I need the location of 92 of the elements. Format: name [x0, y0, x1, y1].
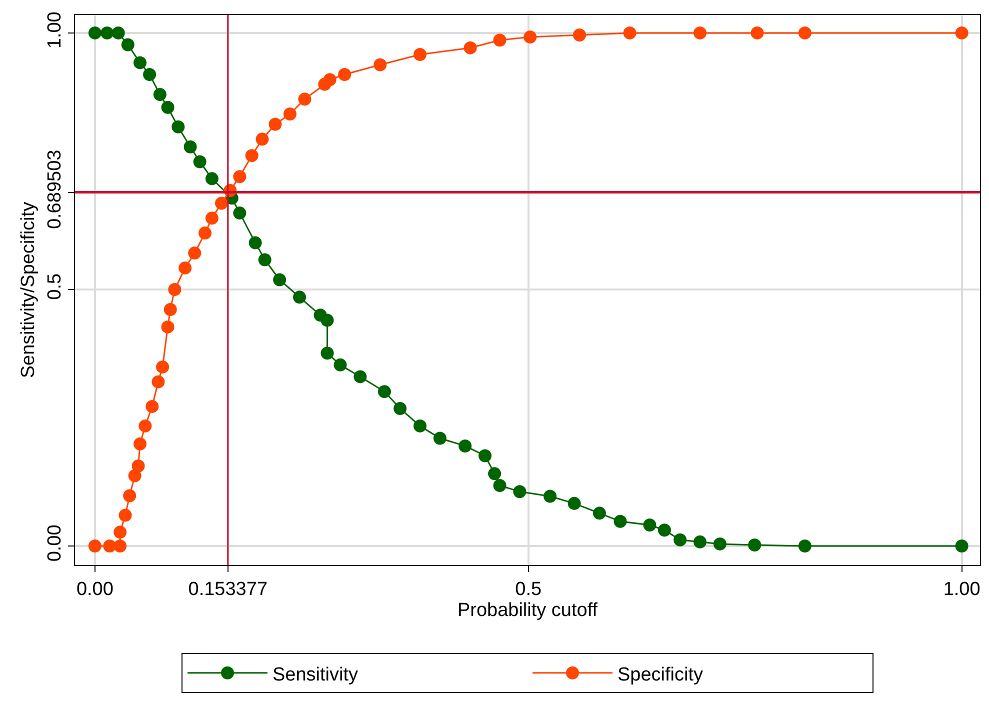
point [205, 212, 218, 225]
point [143, 68, 156, 82]
point [164, 303, 177, 316]
point [338, 68, 352, 82]
x-tick-label: 0.153377 [188, 578, 268, 600]
point [750, 26, 764, 40]
point [394, 402, 407, 416]
point [323, 73, 336, 86]
point [334, 358, 347, 372]
point [568, 496, 581, 510]
point [156, 360, 170, 374]
point [493, 34, 506, 47]
point [198, 226, 212, 240]
point [138, 419, 152, 432]
point [248, 236, 262, 250]
y-tick-label: 0.00 [44, 524, 66, 562]
y-tick-label: 0.689503 [44, 150, 66, 230]
x-axis-title: Probability cutoff [457, 600, 598, 621]
point [114, 540, 127, 553]
point [283, 108, 296, 121]
point [88, 26, 102, 40]
point [488, 467, 502, 480]
x-tick-label: 0.5 [515, 578, 542, 600]
point [245, 149, 258, 162]
point [123, 489, 136, 502]
point [273, 273, 286, 286]
point [464, 41, 477, 54]
legend-label: Specificity [618, 664, 704, 686]
point [433, 432, 446, 445]
point [458, 439, 472, 452]
point [374, 58, 387, 72]
point [152, 375, 165, 388]
point [592, 506, 606, 520]
point [118, 508, 132, 522]
point [320, 314, 334, 327]
point [233, 170, 246, 184]
point [215, 196, 228, 210]
point [623, 26, 636, 40]
point [293, 290, 306, 304]
point [378, 385, 391, 398]
point [268, 118, 282, 131]
point [694, 535, 706, 548]
point [955, 26, 968, 40]
point [172, 120, 185, 134]
point [132, 459, 145, 472]
y-tick-label: 1.00 [44, 12, 66, 49]
point [798, 540, 812, 553]
point [354, 370, 367, 384]
point [544, 490, 557, 503]
legend-label: Sensitivity [272, 664, 359, 686]
point [205, 172, 218, 186]
point [161, 100, 174, 114]
point [188, 246, 202, 260]
point [258, 253, 272, 266]
point [513, 485, 526, 498]
y-axis-title: Sensitivity/Specificity [18, 201, 40, 378]
y-tick-label: 0.5 [44, 273, 66, 300]
point [658, 524, 671, 537]
point [614, 514, 627, 528]
point [168, 282, 182, 296]
point [643, 518, 656, 532]
point [713, 537, 726, 550]
point [573, 28, 586, 42]
point [524, 30, 537, 44]
point [100, 26, 114, 40]
point [153, 88, 166, 102]
point [298, 92, 312, 106]
point [184, 140, 197, 154]
point [414, 48, 427, 62]
point [114, 526, 127, 539]
point [955, 540, 968, 553]
point [493, 478, 506, 492]
point [121, 38, 134, 52]
point [798, 26, 812, 40]
point [233, 206, 246, 220]
point [694, 26, 706, 40]
point [193, 155, 206, 168]
point [320, 346, 334, 360]
point [134, 56, 147, 70]
point [88, 540, 102, 553]
point [134, 437, 147, 450]
point [161, 320, 174, 334]
point [146, 400, 159, 413]
point [414, 419, 427, 432]
point [748, 538, 762, 552]
point [478, 449, 492, 462]
x-tick-label: 1.00 [943, 578, 980, 600]
point [256, 132, 269, 146]
point [112, 26, 125, 40]
point [674, 533, 687, 546]
point [178, 261, 192, 274]
x-tick-label: 0.00 [76, 578, 114, 600]
